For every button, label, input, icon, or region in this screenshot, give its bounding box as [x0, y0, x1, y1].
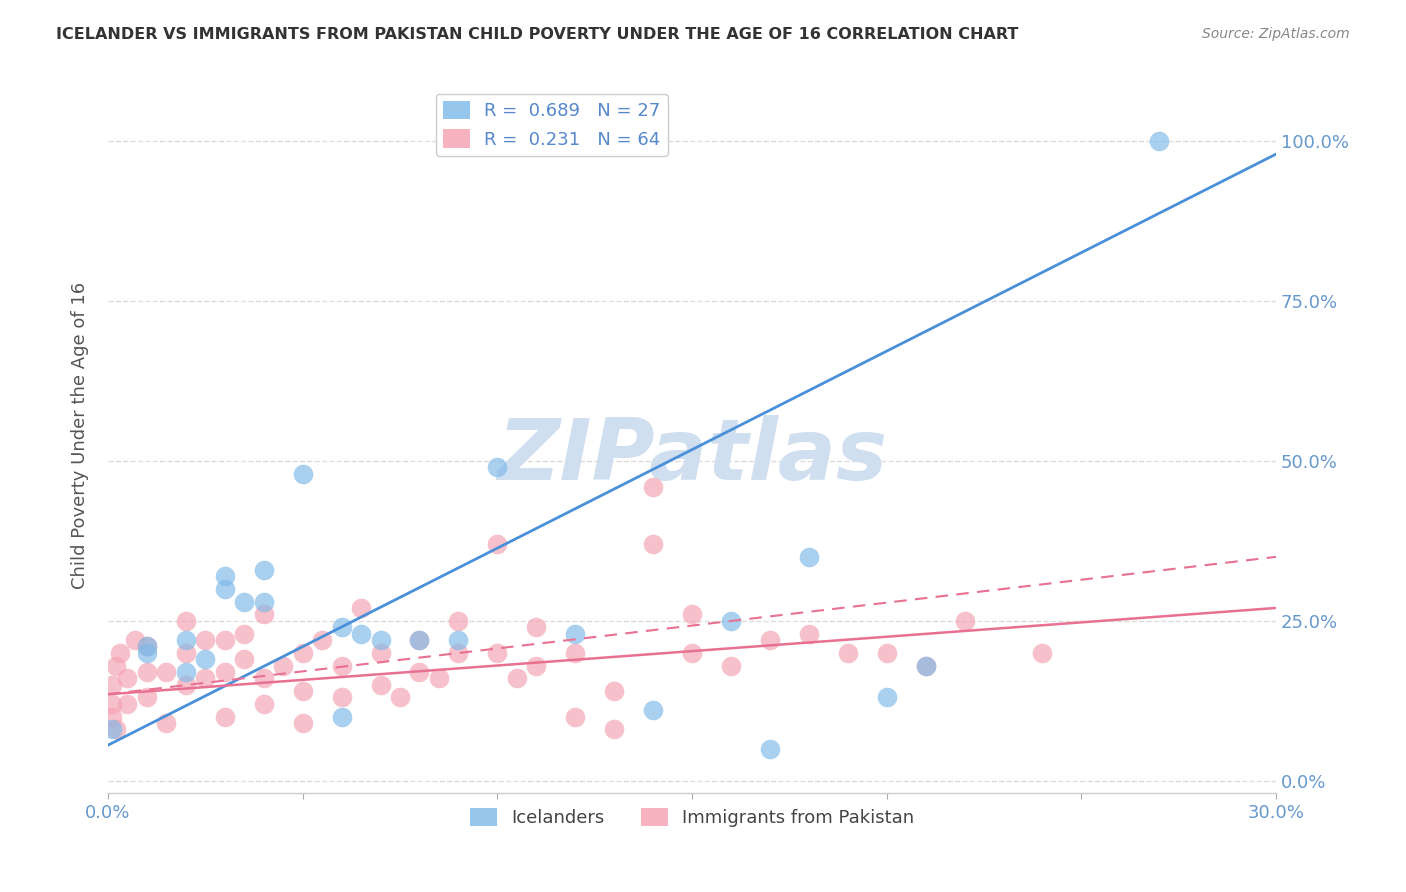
Point	[720, 658, 742, 673]
Point	[641, 479, 664, 493]
Point	[253, 697, 276, 711]
Point	[603, 723, 626, 737]
Point	[641, 703, 664, 717]
Point	[641, 537, 664, 551]
Point	[953, 614, 976, 628]
Point	[194, 632, 217, 647]
Point	[135, 690, 157, 705]
Point	[370, 646, 392, 660]
Point	[214, 569, 236, 583]
Point	[104, 723, 127, 737]
Point	[720, 614, 742, 628]
Point	[117, 671, 139, 685]
Point	[524, 620, 547, 634]
Point	[214, 582, 236, 596]
Point	[214, 665, 236, 679]
Point	[681, 646, 703, 660]
Point	[174, 665, 197, 679]
Point	[194, 671, 217, 685]
Point	[233, 626, 256, 640]
Point	[350, 626, 373, 640]
Point	[1031, 646, 1053, 660]
Point	[370, 632, 392, 647]
Point	[108, 646, 131, 660]
Point	[447, 632, 470, 647]
Point	[104, 658, 127, 673]
Point	[101, 678, 124, 692]
Point	[155, 665, 177, 679]
Point	[214, 632, 236, 647]
Text: ZIPatlas: ZIPatlas	[496, 416, 887, 499]
Point	[101, 697, 124, 711]
Point	[759, 741, 782, 756]
Point	[174, 678, 197, 692]
Point	[427, 671, 450, 685]
Point	[291, 716, 314, 731]
Point	[330, 690, 353, 705]
Point	[370, 678, 392, 692]
Point	[603, 684, 626, 698]
Point	[253, 563, 276, 577]
Point	[447, 646, 470, 660]
Point	[486, 460, 509, 475]
Point	[214, 709, 236, 723]
Point	[174, 646, 197, 660]
Point	[408, 665, 430, 679]
Text: Source: ZipAtlas.com: Source: ZipAtlas.com	[1202, 27, 1350, 41]
Point	[564, 646, 586, 660]
Point	[155, 716, 177, 731]
Point	[330, 709, 353, 723]
Point	[291, 467, 314, 481]
Point	[914, 658, 936, 673]
Point	[876, 646, 898, 660]
Point	[124, 632, 146, 647]
Point	[253, 671, 276, 685]
Point	[135, 640, 157, 654]
Legend: Icelanders, Immigrants from Pakistan: Icelanders, Immigrants from Pakistan	[463, 801, 921, 834]
Point	[797, 626, 820, 640]
Point	[291, 646, 314, 660]
Point	[174, 614, 197, 628]
Point	[388, 690, 411, 705]
Text: ICELANDER VS IMMIGRANTS FROM PAKISTAN CHILD POVERTY UNDER THE AGE OF 16 CORRELAT: ICELANDER VS IMMIGRANTS FROM PAKISTAN CH…	[56, 27, 1018, 42]
Point	[447, 614, 470, 628]
Point	[486, 646, 509, 660]
Point	[837, 646, 859, 660]
Point	[350, 601, 373, 615]
Point	[291, 684, 314, 698]
Point	[135, 646, 157, 660]
Point	[524, 658, 547, 673]
Point	[797, 549, 820, 564]
Point	[330, 620, 353, 634]
Point	[253, 607, 276, 622]
Point	[117, 697, 139, 711]
Point	[174, 632, 197, 647]
Point	[330, 658, 353, 673]
Point	[506, 671, 529, 685]
Point	[233, 594, 256, 608]
Point	[253, 594, 276, 608]
Point	[135, 640, 157, 654]
Y-axis label: Child Poverty Under the Age of 16: Child Poverty Under the Age of 16	[72, 282, 89, 589]
Point	[135, 665, 157, 679]
Point	[194, 652, 217, 666]
Point	[564, 626, 586, 640]
Point	[914, 658, 936, 673]
Point	[101, 723, 124, 737]
Point	[876, 690, 898, 705]
Point	[311, 632, 333, 647]
Point	[564, 709, 586, 723]
Point	[101, 709, 124, 723]
Point	[408, 632, 430, 647]
Point	[759, 632, 782, 647]
Point	[233, 652, 256, 666]
Point	[486, 537, 509, 551]
Point	[271, 658, 294, 673]
Point	[681, 607, 703, 622]
Point	[408, 632, 430, 647]
Point	[1147, 134, 1170, 148]
